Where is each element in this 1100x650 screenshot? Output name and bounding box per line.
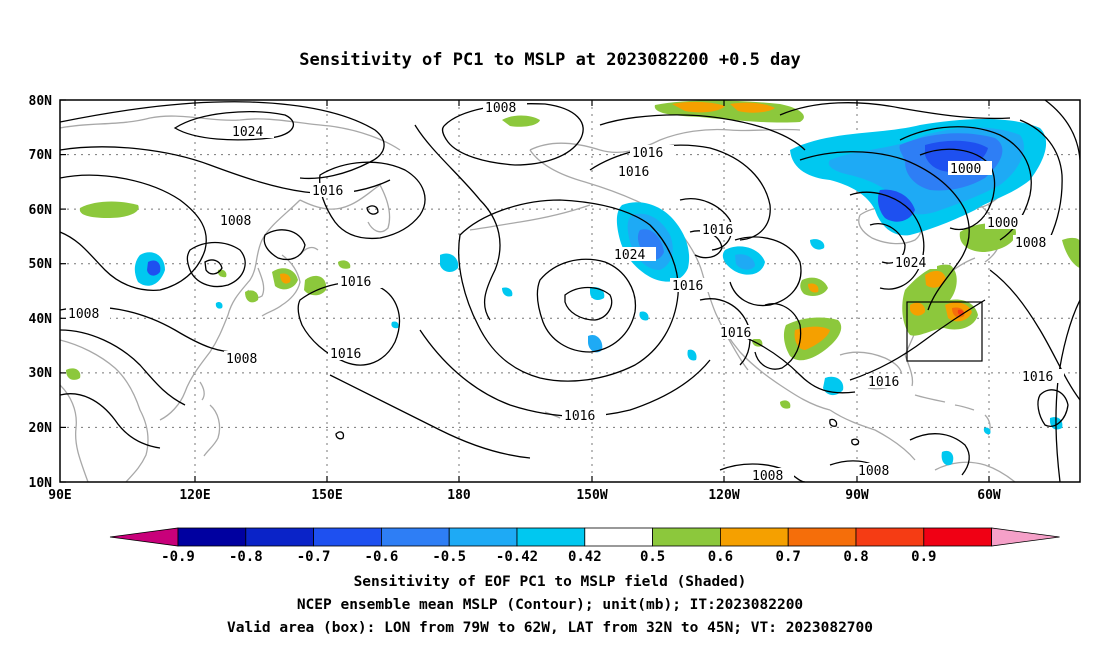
contour-label: 1016 — [564, 409, 595, 424]
mslp-contours — [60, 100, 1080, 482]
contour-label: 1008 — [68, 307, 99, 322]
contour-label: 1008 — [226, 352, 257, 367]
lon-label: 120E — [179, 488, 210, 503]
colorbar: -0.9 -0.8 -0.7 -0.6 -0.5 -0.42 0.42 0.5 0.6 0.7 0.… — [109, 527, 1060, 565]
contour-label: 1000 — [987, 216, 1018, 231]
map-area — [60, 100, 1080, 482]
lon-label: 120W — [708, 488, 739, 503]
contour-label: 1016 — [330, 347, 361, 362]
colorbar-label: -0.6 — [365, 549, 399, 565]
lat-label: 40N — [29, 312, 53, 327]
caption-contour: NCEP ensemble mean MSLP (Contour); unit(… — [296, 597, 804, 613]
contour-label: 1016 — [720, 326, 751, 341]
colorbar-cell — [652, 527, 721, 547]
lon-label: 150E — [311, 488, 342, 503]
lat-label: 10N — [29, 476, 53, 491]
contour-label: 1016 — [312, 184, 343, 199]
colorbar-cell — [720, 527, 789, 547]
colorbar-label: 0.9 — [911, 549, 936, 565]
colorbar-cell — [313, 527, 382, 547]
colorbar-cell — [923, 527, 992, 547]
contour-label: 1008 — [1015, 236, 1046, 251]
colorbar-label: -0.5 — [432, 549, 466, 565]
colorbar-label: 0.42 — [568, 549, 602, 565]
contour-label: 1024 — [614, 248, 645, 263]
lon-label: 90W — [845, 488, 869, 503]
colorbar-over-triangle — [991, 527, 1060, 547]
lon-label: 150W — [576, 488, 607, 503]
colorbar-cell — [380, 527, 450, 547]
contour-labels: 1024 1008 1016 1016 1008 1016 1016 1024 … — [66, 100, 1064, 484]
lon-label: 180 — [447, 488, 471, 503]
contour-label: 1016 — [1022, 370, 1053, 385]
contour-label: 1008 — [485, 101, 516, 116]
caption-valid-area: Valid area (box): LON from 79W to 62W, L… — [226, 620, 873, 636]
contour-label: 1000 — [950, 162, 981, 177]
colorbar-cell — [855, 527, 925, 547]
lat-label: 20N — [29, 421, 53, 436]
contour-label: 1016 — [340, 275, 371, 290]
map-title: Sensitivity of PC1 to MSLP at 2023082200… — [299, 50, 801, 70]
lat-label: 60N — [29, 203, 53, 218]
colorbar-cell — [448, 527, 518, 547]
contour-label: 1016 — [632, 146, 663, 161]
map-frame — [59, 99, 1081, 483]
colorbar-label: 0.7 — [776, 549, 801, 565]
axis-ticks — [60, 99, 990, 483]
contour-label: 1024 — [232, 125, 263, 140]
colorbar-label: -0.7 — [297, 549, 331, 565]
colorbar-label: -0.9 — [161, 549, 195, 565]
contour-label: 1008 — [858, 464, 889, 479]
contour-label: 1008 — [752, 469, 783, 484]
colorbar-label: 0.5 — [640, 549, 665, 565]
colorbar-cell — [584, 527, 653, 547]
lat-label: 80N — [29, 94, 53, 109]
sensitivity-shading — [66, 100, 1080, 466]
colorbar-cell — [177, 527, 247, 547]
contour-label: 1016 — [702, 223, 733, 238]
contour-label: 1016 — [868, 375, 899, 390]
lon-label: 90E — [48, 488, 71, 503]
colorbar-label: 0.6 — [708, 549, 733, 565]
colorbar-cell — [787, 527, 857, 547]
contour-label: 1024 — [895, 256, 926, 271]
colorbar-under-triangle — [109, 527, 179, 547]
colorbar-label: -0.42 — [496, 549, 538, 565]
colorbar-label: -0.8 — [229, 549, 263, 565]
contour-label: 1008 — [220, 214, 251, 229]
contour-label: 1016 — [672, 279, 703, 294]
colorbar-label: 0.8 — [843, 549, 868, 565]
lon-label: 60W — [977, 488, 1001, 503]
valid-area-box — [906, 301, 983, 362]
lat-label: 30N — [29, 366, 53, 381]
lat-label: 70N — [29, 148, 53, 163]
lat-label: 50N — [29, 257, 53, 272]
colorbar-cell — [245, 527, 315, 547]
colorbar-cell — [516, 527, 586, 547]
contour-label: 1016 — [618, 165, 649, 180]
caption-shading: Sensitivity of EOF PC1 to MSLP field (Sh… — [353, 574, 747, 590]
